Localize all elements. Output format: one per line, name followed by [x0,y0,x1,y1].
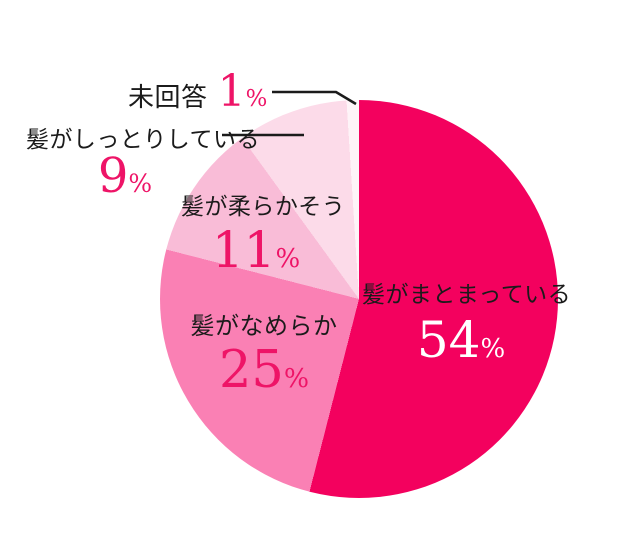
percent-sign: % [283,363,310,394]
slice-value-soft: 11% [211,221,301,279]
slice-label-group-soft: 髪が柔らかそう 11% [181,187,346,279]
slice-label-smooth: 髪がなめらか [190,313,338,340]
slice-value-no-answer: 1% [217,66,268,117]
slice-value-managed: 54% [416,311,506,369]
pie-chart [160,100,558,498]
slice-value-moist: 9% [97,148,153,204]
percent-sign: % [245,86,268,112]
percent-sign: % [480,334,506,364]
slice-value-smooth: 25% [218,341,310,400]
slice-label-group-no-answer: 未回答 1% [128,70,267,114]
slice-label-no-answer: 未回答 [128,82,208,112]
slice-label-moist: 髪がしっとりしている [26,126,260,152]
percent-sign: % [275,244,301,274]
slice-label-group-smooth: 髪がなめらか 25% [189,306,339,396]
slice-label-soft: 髪が柔らかそう [181,193,346,219]
percent-sign: % [128,169,153,198]
slice-label-group-managed: 髪がまとまっている 54% [362,275,572,369]
slice-label-managed: 髪がまとまっている [362,281,572,307]
